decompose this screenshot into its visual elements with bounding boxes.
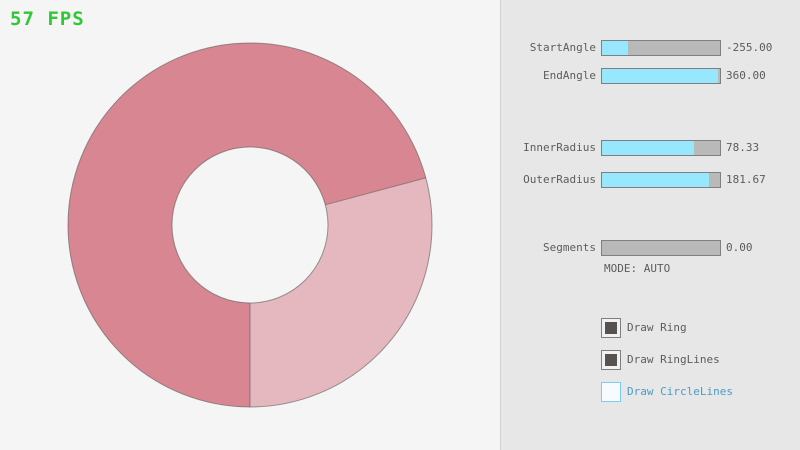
ring-edge-line-right	[325, 177, 426, 206]
control-panel: StartAngle -255.00 EndAngle 360.00 Inner…	[500, 0, 800, 450]
innerradius-label: InnerRadius	[523, 141, 596, 154]
endangle-slider[interactable]	[601, 68, 721, 84]
ring-sector-dark	[68, 43, 426, 408]
ring-sector-light	[250, 177, 433, 407]
outerradius-slider[interactable]	[601, 172, 721, 188]
ring-graphic	[67, 42, 433, 408]
startangle-slider[interactable]	[601, 40, 721, 56]
draw-ring-label: Draw Ring	[627, 321, 687, 334]
startangle-value: -255.00	[726, 41, 773, 54]
innerradius-slider-fill	[602, 141, 695, 155]
ring-lines	[67, 42, 433, 408]
endangle-row: EndAngle 360.00	[501, 68, 800, 84]
endangle-value: 360.00	[726, 69, 766, 82]
innerradius-row: InnerRadius 78.33	[501, 140, 800, 156]
outerradius-value: 181.67	[726, 173, 766, 186]
ring-inner-line	[171, 146, 329, 304]
startangle-slider-fill	[602, 41, 628, 55]
draw-ringlines-label: Draw RingLines	[627, 353, 720, 366]
outerradius-label: OuterRadius	[523, 173, 596, 186]
draw-circlelines-checkbox[interactable]	[601, 382, 621, 402]
draw-circlelines-row: Draw CircleLines	[601, 382, 800, 402]
draw-circlelines-label: Draw CircleLines	[627, 385, 733, 398]
draw-ring-checkbox[interactable]	[601, 318, 621, 338]
innerradius-slider[interactable]	[601, 140, 721, 156]
outerradius-slider-fill	[602, 173, 710, 187]
endangle-slider-fill	[602, 69, 718, 83]
draw-ringlines-row: Draw RingLines	[601, 350, 800, 370]
innerradius-value: 78.33	[726, 141, 760, 154]
draw-ring-checkmark	[605, 322, 617, 334]
draw-ring-row: Draw Ring	[601, 318, 800, 338]
segments-slider[interactable]	[601, 240, 721, 256]
draw-ringlines-checkmark	[605, 354, 617, 366]
segments-label: Segments	[543, 241, 596, 254]
startangle-label: StartAngle	[529, 41, 596, 54]
fps-counter: 57 FPS	[10, 8, 85, 30]
segments-value: 0.00	[726, 241, 753, 254]
outerradius-row: OuterRadius 181.67	[501, 172, 800, 188]
segments-row: Segments 0.00	[501, 240, 800, 256]
mode-label: MODE: AUTO	[604, 262, 671, 275]
endangle-label: EndAngle	[543, 69, 596, 82]
draw-ringlines-checkbox[interactable]	[601, 350, 621, 370]
startangle-row: StartAngle -255.00	[501, 40, 800, 56]
